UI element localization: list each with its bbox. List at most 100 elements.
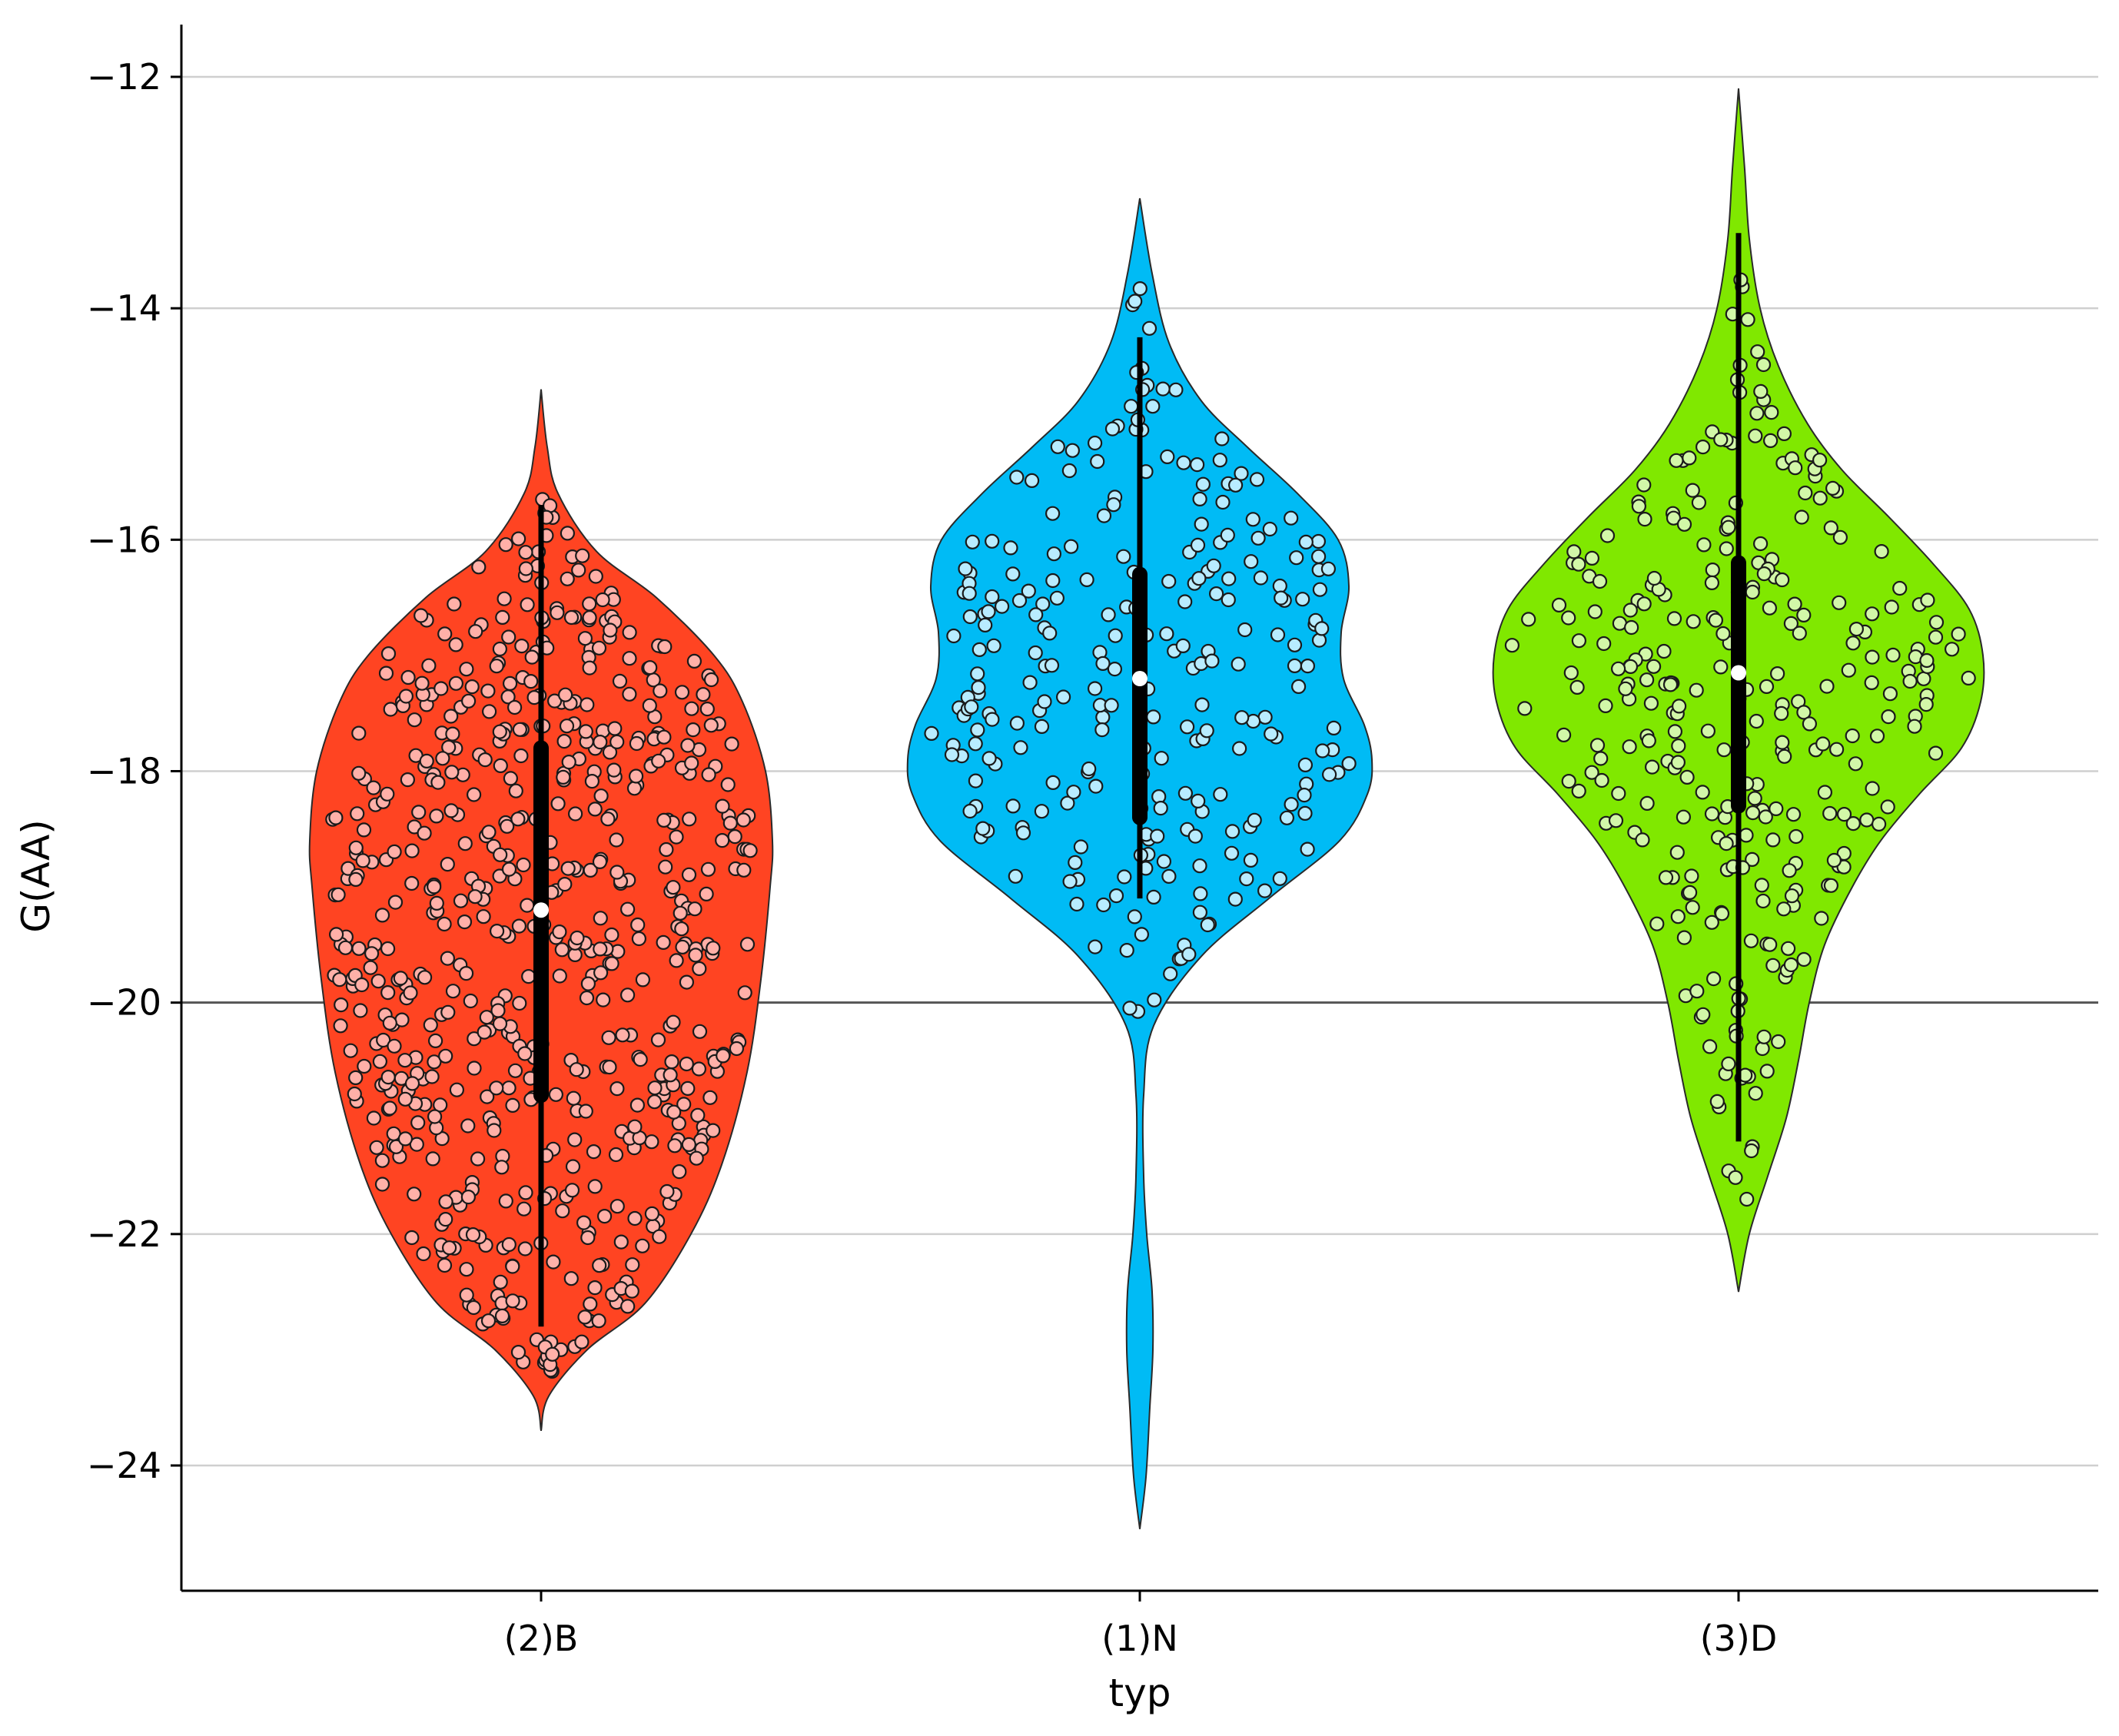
data-point (1045, 775, 1061, 791)
data-point (1785, 807, 1802, 822)
data-point (421, 658, 437, 673)
data-point (404, 875, 420, 891)
data-point (965, 534, 980, 549)
data-point (1916, 671, 1931, 686)
data-point (1569, 679, 1585, 695)
data-point (1802, 716, 1817, 732)
data-point (1928, 629, 1944, 645)
data-point (1622, 659, 1639, 675)
data-point (1666, 611, 1682, 626)
data-point (664, 1054, 679, 1070)
data-point (699, 701, 715, 717)
data-point (672, 1163, 687, 1180)
data-point (1676, 930, 1692, 945)
data-point (1088, 939, 1103, 954)
data-point (378, 666, 394, 681)
data-point (1765, 958, 1781, 973)
data-point (1814, 911, 1829, 926)
data-point (1641, 733, 1656, 749)
data-point (1826, 852, 1842, 868)
x-tick-label: (3)D (1700, 1618, 1778, 1659)
data-point (699, 886, 714, 902)
data-point (570, 930, 585, 946)
data-point (414, 608, 429, 623)
data-point (1719, 835, 1734, 851)
data-point (706, 1123, 721, 1138)
data-point (1161, 573, 1177, 589)
data-point (627, 1119, 643, 1134)
data-point (1624, 619, 1639, 636)
y-tick-label: −18 (87, 751, 161, 792)
data-point (501, 861, 517, 877)
data-point (1181, 947, 1197, 962)
data-point (555, 1203, 570, 1219)
data-point (1669, 845, 1685, 860)
data-point (1714, 906, 1730, 921)
data-point (659, 1183, 675, 1200)
data-point (1175, 638, 1191, 654)
data-point (658, 859, 673, 875)
data-point (1713, 432, 1729, 447)
data-point (700, 861, 716, 877)
data-point (1631, 499, 1646, 514)
data-point (1945, 642, 1960, 657)
data-point (1244, 554, 1259, 569)
data-point (494, 1308, 510, 1324)
data-point (739, 937, 756, 952)
data-point (374, 1153, 390, 1168)
data-point (673, 905, 688, 921)
data-point (651, 753, 666, 768)
data-point (492, 724, 507, 739)
data-point (1045, 506, 1061, 521)
data-point (1119, 942, 1134, 958)
data-point (1594, 772, 1609, 788)
data-point (1504, 638, 1520, 653)
data-point (646, 1094, 663, 1110)
data-point (495, 609, 510, 626)
data-point (493, 1274, 508, 1290)
data-point (1147, 992, 1162, 1007)
data-point (1902, 673, 1918, 689)
data-point (1272, 578, 1287, 594)
data-point (606, 762, 622, 778)
data-point (985, 589, 1000, 605)
data-point (1848, 621, 1864, 637)
data-point (1021, 583, 1036, 599)
data-point (627, 1210, 643, 1226)
data-point (524, 649, 540, 665)
data-point (468, 624, 483, 639)
data-point (369, 1140, 384, 1155)
data-point (1045, 573, 1061, 589)
data-point (579, 990, 595, 1006)
data-point (1297, 757, 1314, 773)
data-point (400, 772, 416, 788)
data-point (679, 974, 695, 990)
data-point (414, 675, 430, 691)
data-point (1885, 647, 1901, 663)
data-point (382, 1015, 397, 1031)
data-point (1044, 658, 1060, 673)
data-point (666, 880, 681, 895)
data-point (608, 1147, 624, 1163)
data-point (507, 1063, 523, 1078)
data-point (1920, 592, 1935, 608)
data-point (1295, 592, 1310, 607)
data-point (1865, 649, 1880, 665)
data-point (1672, 699, 1687, 714)
data-point (1551, 597, 1567, 613)
data-point (1279, 810, 1295, 825)
data-point (397, 1053, 413, 1068)
data-point (1034, 719, 1050, 735)
data-point (512, 722, 528, 737)
data-point (703, 672, 719, 688)
data-point (964, 699, 979, 715)
data-point (1721, 1056, 1736, 1072)
data-point (701, 767, 716, 782)
data-point (1798, 485, 1813, 501)
data-point (330, 887, 346, 902)
data-point (400, 669, 416, 685)
data-point (1587, 604, 1603, 619)
data-point (512, 995, 527, 1011)
data-point (674, 685, 690, 700)
data-point (1783, 616, 1798, 632)
